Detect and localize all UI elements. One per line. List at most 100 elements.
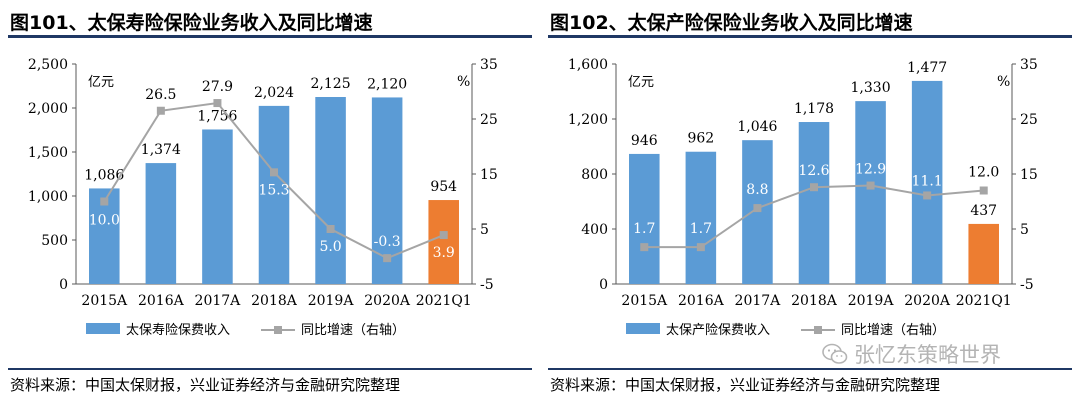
right-tick-label: 35 — [1020, 57, 1038, 73]
growth-point — [640, 243, 649, 252]
growth-point — [326, 225, 335, 233]
bar-value-label: 1,374 — [141, 142, 181, 158]
growth-point — [810, 183, 818, 192]
category-label: 2019A — [848, 293, 895, 309]
category-label: 2020A — [904, 293, 951, 309]
growth-point — [100, 197, 109, 206]
legend-bar-swatch — [86, 323, 120, 334]
growth-value-label: 12.9 — [855, 162, 886, 178]
left-tick-label: 1,200 — [568, 112, 608, 128]
growth-value-label: 3.9 — [433, 245, 455, 261]
legend-bar-swatch — [626, 323, 660, 334]
right-tick-label: -5 — [1020, 277, 1034, 293]
bar — [202, 129, 233, 284]
growth-point — [753, 204, 762, 213]
right-unit-label: % — [997, 74, 1010, 90]
bar-value-label: 1,756 — [197, 108, 237, 124]
left-tick-label: 1,600 — [568, 57, 608, 73]
figure-title: 图102、太保产险保险业务收入及同比增速 — [550, 12, 913, 34]
wechat-icon — [822, 343, 848, 364]
left-tick-label: 0 — [59, 277, 68, 293]
left-tick-label: 1,500 — [28, 145, 68, 161]
bar-value-label: 1,086 — [84, 167, 124, 183]
right-tick-label: -5 — [480, 277, 494, 293]
right-tick-label: 5 — [1020, 222, 1029, 238]
bar-value-label: 1,046 — [737, 119, 777, 135]
left-unit-label: 亿元 — [88, 75, 114, 90]
watermark-text: 张忆东策略世界 — [854, 343, 1001, 367]
right-tick-label: 15 — [480, 167, 498, 183]
legend-line-marker — [814, 326, 822, 334]
bar — [685, 151, 717, 284]
category-label: 2021Q1 — [956, 293, 1012, 309]
bar-value-label: 1,330 — [851, 80, 891, 96]
growth-value-label: 5.0 — [319, 239, 341, 255]
title-rule — [8, 35, 532, 38]
bar — [968, 223, 999, 284]
growth-point — [213, 99, 222, 108]
legend-bar-label: 太保产险保费收入 — [666, 323, 770, 338]
category-label: 2018A — [251, 293, 298, 309]
growth-point — [979, 186, 988, 195]
right-unit-label: % — [457, 74, 470, 90]
growth-point — [923, 191, 932, 200]
growth-point — [156, 106, 165, 115]
growth-point — [866, 181, 875, 190]
category-label: 2017A — [735, 293, 782, 309]
growth-point — [270, 168, 278, 177]
growth-value-label: 12.0 — [968, 165, 999, 181]
legend-line-label: 同比增速（右轴） — [841, 323, 945, 338]
legend-line-label: 同比增速（右轴） — [301, 323, 405, 338]
figure-title: 图101、太保寿险保险业务收入及同比增速 — [10, 12, 373, 34]
bar — [798, 122, 830, 285]
growth-point — [439, 231, 448, 240]
growth-value-label: 1.7 — [690, 221, 712, 237]
bar — [911, 80, 943, 284]
right-tick-label: 25 — [1020, 112, 1038, 128]
bar — [855, 101, 886, 284]
bar-value-label: 2,120 — [367, 76, 407, 92]
growth-point — [696, 243, 705, 252]
left-tick-label: 800 — [581, 167, 608, 183]
bar — [258, 105, 290, 284]
bar — [629, 153, 660, 284]
left-tick-label: 2,000 — [28, 101, 68, 117]
category-label: 2015A — [81, 293, 128, 309]
growth-value-label: 26.5 — [145, 87, 176, 103]
right-tick-label: 25 — [480, 112, 498, 128]
right-tick-label: 5 — [480, 222, 489, 238]
bar-value-label: 1,477 — [907, 60, 947, 76]
growth-value-label: 11.1 — [912, 173, 943, 189]
left-tick-label: 0 — [599, 277, 608, 293]
bar-value-label: 2,024 — [254, 85, 294, 101]
source-note: 资料来源：中国太保财报，兴业证券经济与金融研究院整理 — [550, 376, 941, 394]
left-tick-label: 1,000 — [28, 189, 68, 205]
growth-value-label: -0.3 — [374, 234, 401, 250]
watermark: 张忆东策略世界 — [822, 339, 1001, 369]
growth-value-label: 15.3 — [258, 182, 289, 198]
bar-value-label: 946 — [631, 133, 658, 149]
left-tick-label: 500 — [41, 233, 68, 249]
source-rule — [8, 368, 532, 370]
right-tick-label: 15 — [1020, 167, 1038, 183]
category-label: 2015A — [621, 293, 668, 309]
left-unit-label: 亿元 — [628, 75, 654, 90]
title-rule — [548, 35, 1072, 38]
source-note: 资料来源：中国太保财报，兴业证券经济与金融研究院整理 — [10, 376, 401, 394]
category-label: 2016A — [138, 293, 185, 309]
category-label: 2016A — [678, 293, 725, 309]
bar — [145, 163, 177, 284]
left-tick-label: 400 — [581, 222, 608, 238]
bar-value-label: 954 — [430, 179, 457, 195]
bar — [315, 97, 346, 284]
source-rule — [548, 368, 1072, 370]
legend-bar-label: 太保寿险保费收入 — [126, 323, 230, 338]
bar-value-label: 962 — [687, 131, 714, 147]
insurance-income-chart: 0 500 1,000 1,500 2,000 2,500 -5 5 15 25 35 亿元 % 1,08… — [28, 57, 498, 338]
growth-point — [383, 254, 392, 263]
category-label: 2017A — [195, 293, 242, 309]
growth-value-label: 8.8 — [746, 182, 768, 198]
growth-value-label: 10.0 — [89, 213, 120, 229]
bar-value-label: 1,178 — [794, 101, 834, 117]
category-label: 2019A — [308, 293, 355, 309]
